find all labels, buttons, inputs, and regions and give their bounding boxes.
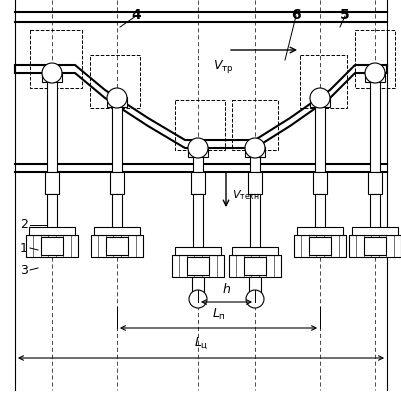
Bar	[26, 235, 78, 257]
Bar	[174, 247, 221, 255]
Bar	[42, 72, 62, 82]
Bar	[248, 277, 260, 299]
Text: 6: 6	[290, 8, 300, 22]
Bar	[106, 237, 128, 255]
Bar	[90, 55, 140, 108]
Bar	[296, 227, 342, 235]
Bar	[110, 172, 124, 194]
Bar	[112, 104, 122, 172]
Bar	[229, 255, 280, 277]
Text: 5: 5	[339, 8, 349, 22]
Bar	[249, 154, 259, 172]
Bar	[367, 172, 381, 194]
Bar	[249, 194, 259, 255]
Bar	[312, 172, 326, 194]
Bar	[192, 277, 203, 299]
Bar	[231, 247, 277, 255]
Bar	[231, 100, 277, 150]
Text: 3: 3	[20, 264, 28, 276]
Text: 1: 1	[20, 242, 28, 254]
Bar	[309, 97, 329, 107]
Circle shape	[245, 290, 263, 308]
Bar	[190, 172, 205, 194]
Bar	[354, 30, 394, 88]
Bar	[363, 237, 385, 255]
Bar	[30, 30, 82, 88]
Bar	[192, 154, 203, 172]
Bar	[351, 227, 397, 235]
Bar	[47, 194, 57, 235]
Text: $L_{\rm ц}$: $L_{\rm ц}$	[193, 336, 208, 352]
Bar	[172, 255, 223, 277]
Text: $V_{\rm тр}$: $V_{\rm тр}$	[213, 58, 233, 75]
Bar	[314, 194, 324, 235]
Text: $h$: $h$	[221, 282, 231, 296]
Bar	[41, 237, 63, 255]
Bar	[243, 257, 265, 275]
Text: $L_{\rm п}$: $L_{\rm п}$	[211, 307, 225, 322]
Circle shape	[364, 63, 384, 83]
Text: 2: 2	[20, 218, 28, 232]
Bar	[186, 257, 209, 275]
Bar	[45, 172, 59, 194]
Circle shape	[42, 63, 62, 83]
Circle shape	[309, 88, 329, 108]
Bar	[47, 79, 57, 172]
Bar	[112, 194, 122, 235]
Bar	[91, 235, 143, 257]
Circle shape	[107, 88, 127, 108]
Text: 4: 4	[131, 8, 140, 22]
Bar	[188, 147, 207, 157]
Bar	[369, 194, 379, 235]
Bar	[94, 227, 140, 235]
Text: $V_{\rm техн}$: $V_{\rm техн}$	[231, 188, 259, 202]
Bar	[348, 235, 400, 257]
Circle shape	[244, 138, 264, 158]
Bar	[244, 147, 264, 157]
Circle shape	[188, 290, 207, 308]
Bar	[369, 79, 379, 172]
Bar	[247, 172, 261, 194]
Bar	[308, 237, 330, 255]
Circle shape	[188, 138, 207, 158]
Bar	[299, 55, 346, 108]
Bar	[107, 97, 127, 107]
Bar	[192, 194, 203, 255]
Bar	[293, 235, 345, 257]
Bar	[29, 227, 75, 235]
Bar	[364, 72, 384, 82]
Bar	[174, 100, 225, 150]
Bar	[314, 104, 324, 172]
